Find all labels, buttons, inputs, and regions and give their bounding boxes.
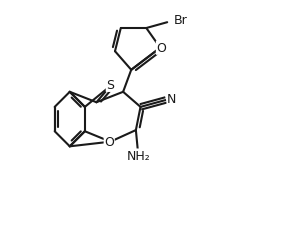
Text: NH₂: NH₂: [126, 149, 150, 162]
Text: S: S: [106, 79, 114, 92]
Text: Br: Br: [174, 14, 188, 27]
Text: O: O: [156, 42, 166, 55]
Text: O: O: [104, 136, 114, 149]
Text: N: N: [167, 93, 177, 106]
